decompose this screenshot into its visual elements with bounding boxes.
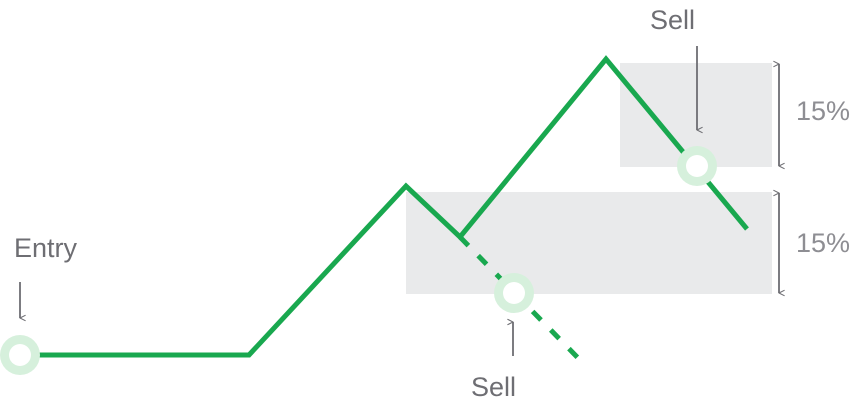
- entry-label: Entry: [14, 233, 78, 263]
- price-line: [20, 55, 749, 358]
- sell-label-bottom: Sell: [471, 372, 516, 402]
- lower-stop-band: [406, 192, 772, 294]
- sell-marker-bottom: [494, 273, 534, 313]
- sell-marker-top: [677, 146, 717, 186]
- sell-label-top: Sell: [650, 5, 695, 35]
- upper-percent-label: 15%: [796, 96, 850, 126]
- lower-percent-label: 15%: [796, 228, 850, 258]
- entry-marker: [0, 335, 40, 375]
